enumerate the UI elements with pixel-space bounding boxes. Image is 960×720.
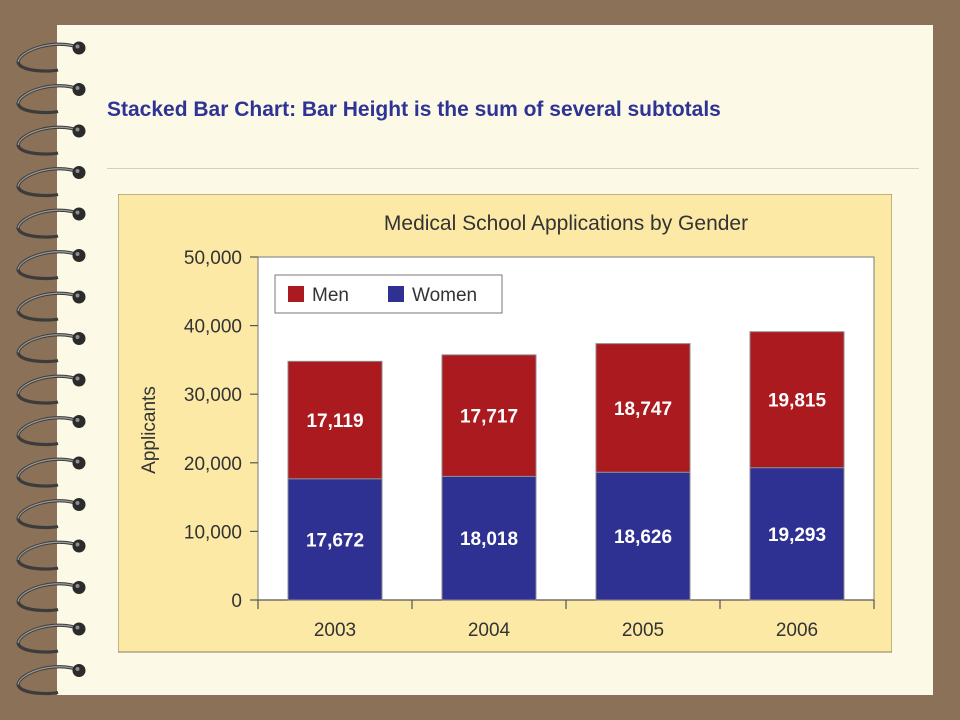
spiral-ring bbox=[16, 83, 86, 115]
spiral-ring bbox=[16, 207, 86, 239]
spiral-ring bbox=[16, 124, 86, 156]
spiral-ring bbox=[16, 498, 86, 530]
spiral-ring bbox=[16, 664, 86, 696]
spiral-ring bbox=[16, 581, 86, 613]
y-tick-label: 40,000 bbox=[184, 317, 242, 338]
bar-segment-women bbox=[441, 475, 537, 601]
data-label: 18,747 bbox=[614, 399, 672, 420]
bar-segment-women bbox=[287, 478, 383, 601]
data-label: 19,815 bbox=[768, 391, 827, 412]
spiral-binding bbox=[16, 41, 86, 696]
x-tick-label: 2005 bbox=[622, 620, 664, 641]
data-label: 17,672 bbox=[306, 530, 364, 551]
x-tick-label: 2004 bbox=[468, 620, 511, 641]
y-tick-label: 20,000 bbox=[184, 454, 242, 475]
legend-item-women: Women bbox=[388, 285, 477, 306]
legend-label: Women bbox=[412, 285, 477, 306]
x-tick-label: 2006 bbox=[776, 620, 818, 641]
spiral-ring bbox=[16, 290, 86, 322]
spiral-ring bbox=[16, 415, 86, 447]
y-tick-label: 0 bbox=[231, 591, 242, 612]
legend-swatch bbox=[388, 286, 404, 302]
y-tick-label: 50,000 bbox=[184, 248, 242, 269]
legend-swatch bbox=[288, 286, 304, 302]
y-tick-label: 10,000 bbox=[184, 522, 242, 543]
data-label: 19,293 bbox=[768, 525, 826, 546]
data-label: 18,626 bbox=[614, 527, 672, 548]
legend-item-men: Men bbox=[288, 285, 349, 306]
data-label: 17,119 bbox=[306, 411, 363, 432]
spiral-ring bbox=[16, 373, 86, 405]
chart-title: Medical School Applications by Gender bbox=[384, 212, 748, 235]
spiral-ring bbox=[16, 166, 86, 198]
title-divider bbox=[107, 168, 919, 169]
spiral-ring bbox=[16, 41, 86, 73]
bar-segment-men bbox=[749, 331, 845, 469]
bar-segment-women bbox=[749, 467, 845, 601]
stacked-bar-chart: Medical School Applications by Gender Ap… bbox=[118, 194, 892, 653]
data-label: 17,717 bbox=[460, 407, 518, 428]
spiral-ring bbox=[16, 332, 86, 364]
data-label: 18,018 bbox=[460, 529, 518, 550]
spiral-ring bbox=[16, 249, 86, 281]
bar-segment-women bbox=[595, 471, 691, 601]
legend-label: Men bbox=[312, 285, 349, 306]
spiral-ring bbox=[16, 622, 86, 654]
y-axis-label: Applicants bbox=[139, 386, 160, 474]
bar-segment-men bbox=[595, 343, 691, 473]
slide-title: Stacked Bar Chart: Bar Height is the sum… bbox=[107, 98, 721, 121]
spiral-ring bbox=[16, 539, 86, 571]
x-tick-label: 2003 bbox=[314, 620, 356, 641]
y-tick-label: 30,000 bbox=[184, 385, 242, 406]
bar-segment-men bbox=[287, 360, 383, 480]
bars: 17,672 17,119 18,018 17,717 18,626 18,747 19,2… bbox=[287, 331, 845, 601]
spiral-ring bbox=[16, 456, 86, 488]
bar-segment-men bbox=[441, 354, 537, 477]
legend: Men Women bbox=[274, 274, 503, 314]
